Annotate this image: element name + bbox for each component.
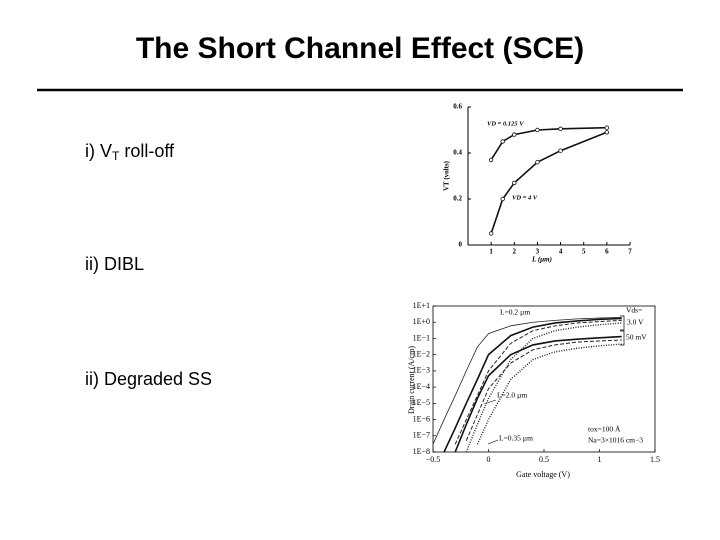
bullet: ii) Degraded SS bbox=[85, 369, 212, 389]
x-tick-label: 1 bbox=[489, 248, 493, 256]
y-tick-label: 1E−1 bbox=[413, 333, 430, 342]
y-tick-label: 1E+1 bbox=[413, 301, 430, 310]
x-tick-label: 7 bbox=[628, 248, 632, 256]
data-point bbox=[558, 148, 563, 153]
bracket bbox=[620, 330, 625, 346]
pointer bbox=[483, 399, 497, 405]
y-tick-label: 1E−2 bbox=[413, 349, 430, 358]
data-point bbox=[512, 180, 517, 186]
series-line bbox=[454, 319, 622, 445]
bullet-text: ii) Degraded SS bbox=[85, 369, 212, 389]
data-point bbox=[500, 139, 505, 144]
y-tick-label: 1E−5 bbox=[413, 398, 430, 407]
x-tick-label: 5 bbox=[582, 248, 586, 256]
series-line bbox=[454, 335, 622, 452]
annotation: L=0.2 µm bbox=[500, 308, 530, 317]
x-tick-label: 0 bbox=[487, 455, 491, 464]
x-tick-label: 6 bbox=[605, 248, 609, 256]
pointer bbox=[487, 439, 499, 445]
series-label: VD = 0.125 V bbox=[487, 120, 524, 127]
annotation: 50 mV bbox=[626, 333, 647, 342]
y-axis-label: VT (volts) bbox=[443, 160, 451, 191]
bullet-list: i) VT roll-off ii) DIBL ii) Degraded SS bbox=[85, 141, 212, 389]
y-tick-label: 0.4 bbox=[453, 149, 462, 157]
annotation: tox=100 Å bbox=[588, 425, 621, 434]
x-tick-label: 2 bbox=[513, 248, 517, 256]
bullet-text: i) V bbox=[85, 141, 112, 161]
bullet: ii) DIBL bbox=[85, 254, 144, 274]
bullet: i) VT roll-off bbox=[85, 141, 175, 163]
x-tick-label: 3 bbox=[536, 248, 540, 256]
data-point bbox=[558, 126, 563, 132]
y-tick-label: 1E+0 bbox=[413, 317, 430, 326]
series-label: VD = 4 V bbox=[512, 194, 538, 201]
series-group bbox=[433, 316, 622, 452]
series-line bbox=[490, 126, 607, 161]
y-tick-label: 1E−4 bbox=[413, 382, 430, 391]
x-tick-label: 1 bbox=[598, 455, 602, 464]
data-point bbox=[535, 159, 540, 165]
x-tick-label: −0.5 bbox=[426, 455, 441, 464]
bullet-text: ii) DIBL bbox=[85, 254, 144, 274]
series-line bbox=[465, 322, 622, 452]
annotation: Na=3×1016 cm−3 bbox=[588, 436, 643, 445]
y-tick-label: 0.6 bbox=[453, 103, 462, 111]
annotation: L=2.0 µm bbox=[497, 391, 527, 400]
annotation: Vds= bbox=[626, 306, 642, 315]
slide-title: The Short Channel Effect (SCE) bbox=[136, 32, 584, 65]
x-axis-label: L (µm) bbox=[531, 256, 552, 264]
series-line bbox=[490, 131, 608, 234]
data-point bbox=[488, 157, 494, 163]
y-tick-label: 1E−8 bbox=[413, 447, 430, 456]
y-tick-label: 0.2 bbox=[453, 195, 462, 203]
series-line bbox=[433, 316, 622, 445]
series-line bbox=[443, 317, 622, 452]
bullet-text-after: roll-off bbox=[119, 141, 175, 161]
bullet-subscript: T bbox=[112, 149, 120, 163]
y-tick-label: 0 bbox=[459, 241, 463, 249]
x-tick-label: 1.5 bbox=[650, 455, 660, 464]
x-tick-label: 0.5 bbox=[539, 455, 549, 464]
data-point bbox=[500, 196, 505, 202]
y-tick-label: 1E−7 bbox=[413, 431, 430, 440]
data-point bbox=[512, 132, 517, 137]
y-tick-label: 1E−3 bbox=[413, 366, 430, 375]
figure-drain-current: 1E−8 1E−7 1E−6 1E−5 1E−4 1E−3 1E−2 1E−1 1E+0 1E+1… bbox=[407, 301, 660, 479]
data-point bbox=[535, 127, 540, 133]
annotation: L=0.35 µm bbox=[499, 434, 533, 443]
data-point bbox=[604, 130, 610, 135]
x-axis-label: Gate voltage (V) bbox=[516, 470, 570, 479]
bracket bbox=[620, 315, 625, 331]
y-axis-label: Drain current (A/cm) bbox=[407, 346, 416, 414]
x-tick-label: 4 bbox=[559, 248, 563, 256]
y-tick-label: 1E−6 bbox=[413, 414, 430, 423]
data-point bbox=[604, 125, 610, 130]
data-point bbox=[488, 231, 494, 236]
annotation: 3.0 V bbox=[627, 318, 644, 327]
figure-vt-rolloff: 0 0.2 0.4 0.6 1 2 3 4 5 6 7 L (µm) VT (volts) VD = 0.… bbox=[443, 103, 633, 264]
series-line bbox=[465, 339, 622, 441]
